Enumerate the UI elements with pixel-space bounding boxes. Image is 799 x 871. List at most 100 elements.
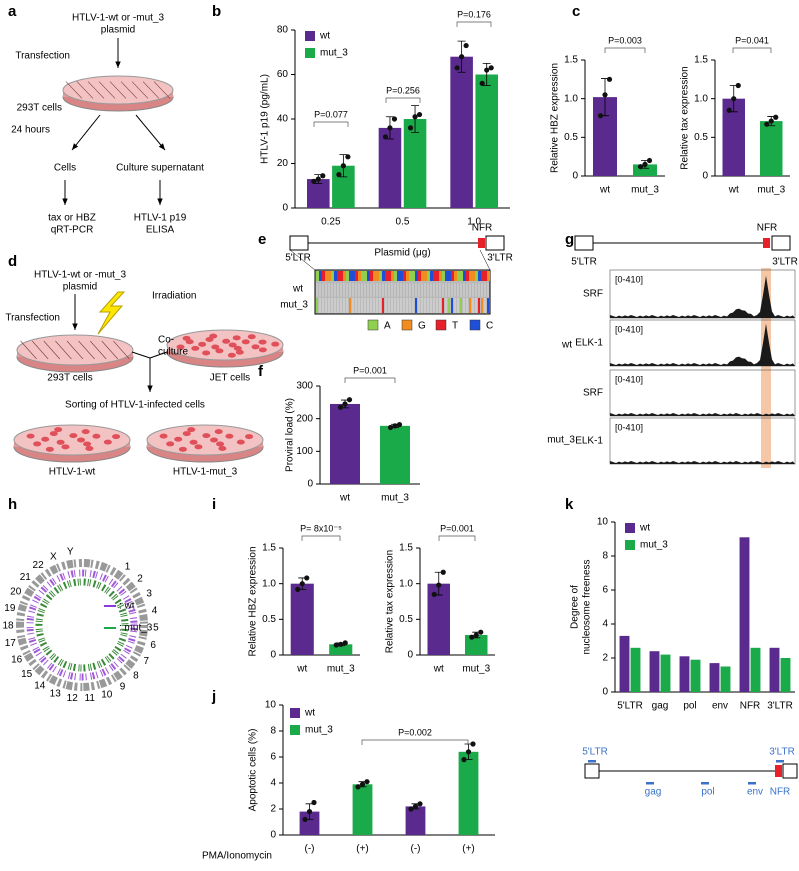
base (352, 271, 355, 281)
x-tick-label: 5'LTR (617, 701, 643, 712)
data-point (602, 92, 608, 98)
data-point (391, 116, 398, 122)
base (441, 282, 445, 298)
mut-ring (35, 578, 129, 672)
legend-label: C (486, 321, 493, 332)
base (439, 298, 441, 313)
bar (352, 784, 373, 835)
base (406, 298, 408, 313)
label: HTLV-1-wt (49, 467, 96, 478)
x-group-label: PMA/Ionomycin (202, 851, 272, 862)
base (433, 298, 435, 313)
bar (633, 164, 657, 176)
significance-bracket (344, 377, 396, 383)
cell-layer (87, 81, 105, 99)
y-tick-label: 2 (270, 804, 276, 815)
legend-swatch (469, 319, 481, 331)
y-tick-label: 0.5 (564, 132, 578, 143)
y-axis-label: Apoptotic cells (%) (248, 729, 259, 812)
y-axis-label: Degree of (570, 585, 581, 629)
arrow (71, 114, 101, 151)
legend-label: mut_3 (640, 540, 668, 551)
cell (159, 433, 168, 439)
arrow-head (147, 385, 153, 392)
x-tick-label: wt (433, 664, 444, 675)
x-tick-label: mut_3 (631, 185, 659, 196)
y-tick-label: 10 (265, 700, 277, 711)
legend-label: mut_3 (305, 725, 333, 736)
base (334, 271, 337, 281)
data-point (387, 424, 394, 431)
base (469, 298, 471, 313)
chromosome-label: 18 (2, 621, 14, 632)
label: Culture supernatant (116, 163, 204, 174)
panel-letter: h (8, 496, 17, 513)
lightning-icon (97, 291, 126, 335)
panel-letter: d (8, 253, 17, 270)
chromosome-label: 20 (10, 587, 22, 598)
base (415, 298, 417, 313)
base (409, 298, 411, 313)
label: 5'LTR (285, 253, 311, 264)
label: plasmid (63, 282, 97, 293)
label: pol (701, 787, 714, 798)
y-tick-label: 1.5 (262, 543, 276, 554)
base (442, 298, 444, 313)
panel-letter: e (258, 231, 266, 248)
base (367, 271, 370, 281)
legend-swatch (290, 725, 300, 735)
base (397, 271, 400, 281)
label: 3'LTR (769, 747, 795, 758)
base (415, 271, 418, 281)
data-point (764, 121, 770, 127)
legend-swatch (290, 708, 300, 718)
error-bar (482, 62, 491, 87)
cell (202, 433, 211, 439)
y-axis-label: Relative HBZ expression (550, 63, 561, 173)
label: gag (645, 787, 662, 798)
base (325, 298, 327, 313)
base (451, 271, 454, 281)
cell (178, 446, 187, 452)
label: [0-410] (615, 374, 643, 384)
legend-swatch (305, 48, 315, 58)
data-point (416, 111, 423, 118)
base (466, 298, 468, 313)
data-point (355, 784, 361, 790)
base (390, 282, 394, 298)
y-tick-label: 0 (270, 650, 276, 661)
y-tick-label: 20 (277, 158, 289, 169)
panel-letter: j (211, 688, 216, 705)
base (471, 282, 475, 298)
base (327, 282, 331, 298)
primer (776, 760, 784, 763)
data-point (408, 806, 414, 812)
base (376, 271, 379, 281)
data-point (302, 816, 308, 823)
panel-letter: a (8, 3, 17, 20)
legend-label: wt (319, 31, 330, 42)
cell (227, 352, 236, 358)
label: SRF (583, 388, 603, 399)
base (448, 271, 451, 281)
base (403, 298, 405, 313)
base (424, 298, 426, 313)
base (436, 271, 439, 281)
x-tick-label: env (712, 701, 728, 712)
data-point (336, 172, 342, 178)
cell (189, 439, 198, 445)
base (466, 271, 469, 281)
data-point (364, 779, 370, 785)
legend-label: A (384, 321, 391, 332)
label: NFR (770, 787, 791, 798)
base (481, 298, 483, 313)
cell-layer (101, 340, 119, 360)
cell (222, 338, 231, 344)
base (438, 282, 442, 298)
base (397, 298, 399, 313)
legend-swatch (625, 523, 635, 533)
bar (450, 56, 473, 209)
data-point (311, 799, 317, 806)
data-point (396, 421, 403, 428)
base (391, 271, 394, 281)
